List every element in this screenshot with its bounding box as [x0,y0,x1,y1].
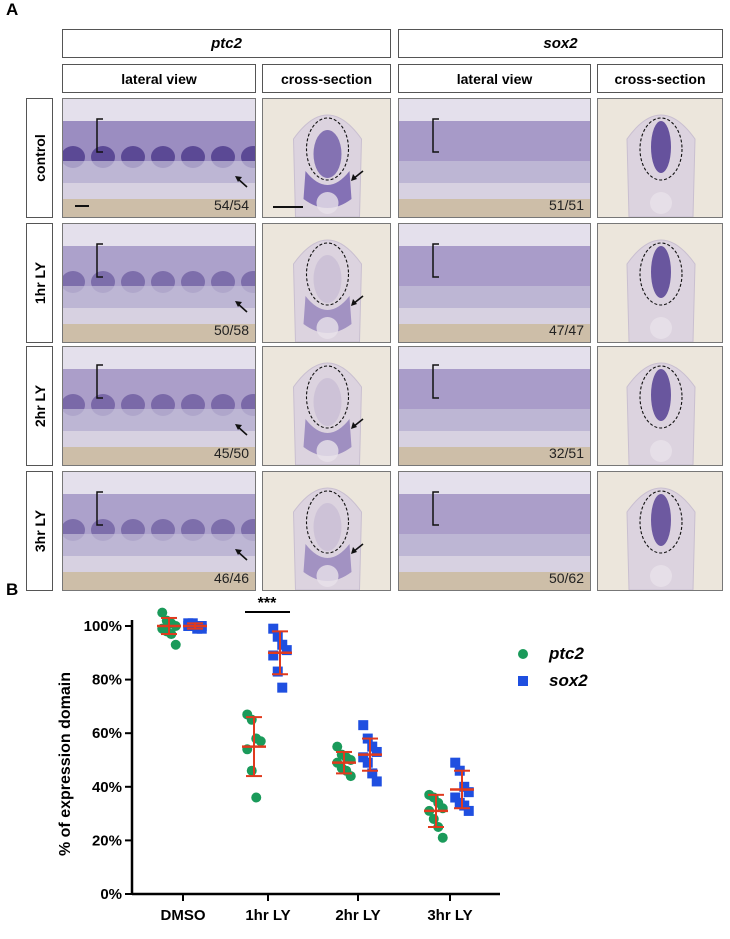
data-point-sox2 [362,757,373,768]
data-point-ptc2 [157,607,168,618]
row-label-3: 3hr LY [26,471,53,591]
data-point-ptc2 [251,792,262,803]
row-label-0: control [26,98,53,218]
data-point-sox2 [463,787,474,798]
view-header-sox2-lateral: lateral view [398,64,591,93]
micrograph-ptc2-lat-row0: 54/54 [62,98,256,218]
data-point-sox2 [450,757,461,768]
micrograph-sox2-lat-row2: 32/51 [398,346,591,466]
data-point-sox2 [371,746,382,757]
row-label-text: 3hr LY [31,509,48,553]
data-point-sox2 [358,752,369,763]
count-sox2-row3: 50/62 [548,570,584,586]
row-label-1: 1hr LY [26,223,53,343]
data-point-sox2 [367,768,378,779]
x-tick-label: 2hr LY [335,907,380,924]
data-point-sox2 [459,800,470,811]
data-point-sox2 [272,666,283,677]
micrograph-sox2-cross-row2 [597,346,723,466]
micrograph-ptc2-lat-row1: 50/58 [62,223,256,343]
micrograph-ptc2-cross-row1 [262,223,391,343]
y-tick-label: 40% [92,779,122,796]
micrograph-ptc2-cross-row3 [262,471,391,591]
view-header-ptc2-lateral: lateral view [62,64,256,93]
gene-header-ptc2: ptc2 [62,29,391,58]
data-point-sox2 [463,805,474,816]
data-point-ptc2 [246,765,257,776]
y-axis-label: % of expression domain [57,672,74,856]
count-ptc2-row0: 54/54 [213,197,249,213]
x-tick-label: 1hr LY [245,907,290,924]
micrograph-sox2-cross-row0 [597,98,723,218]
data-point-sox2 [281,645,292,656]
data-point-ptc2 [332,741,343,752]
legend-marker-ptc2 [518,649,528,659]
row-label-text: control [31,134,48,182]
data-point-sox2 [277,639,288,650]
x-tick-label: DMSO [161,907,206,924]
data-point-sox2 [371,776,382,787]
gene-header-sox2: sox2 [398,29,723,58]
data-point-sox2 [268,623,279,634]
significance-label: *** [258,595,277,612]
data-point-sox2 [459,781,470,792]
view-header-sox2-cross: cross-section [597,64,723,93]
legend-label-ptc2: ptc2 [548,644,585,663]
micrograph-ptc2-cross-row0 [262,98,391,218]
micrograph-sox2-cross-row1 [597,223,723,343]
data-point-sox2 [367,741,378,752]
data-point-sox2 [277,682,288,693]
count-ptc2-row3: 46/46 [213,570,249,586]
y-tick-label: 80% [92,672,122,689]
row-label-text: 1hr LY [31,261,48,305]
count-sox2-row0: 51/51 [548,197,584,213]
data-point-ptc2 [170,639,181,650]
micrograph-sox2-cross-row3 [597,471,723,591]
panel-a-letter: A [6,0,19,19]
data-point-ptc2 [255,736,266,747]
panel-b-letter: B [6,580,19,599]
legend-marker-sox2 [518,676,528,686]
micrograph-ptc2-lat-row3: 46/46 [62,471,256,591]
count-sox2-row1: 47/47 [548,322,584,338]
data-point-sox2 [450,792,461,803]
micrograph-ptc2-lat-row2: 45/50 [62,346,256,466]
micrograph-sox2-lat-row0: 51/51 [398,98,591,218]
count-sox2-row2: 32/51 [548,445,584,461]
data-point-sox2 [358,720,369,731]
count-ptc2-row2: 45/50 [213,445,249,461]
data-point-ptc2 [437,832,448,843]
x-tick-label: 3hr LY [427,907,472,924]
scatter-chart: 0% 20% 40% 60% 80% 100% DMSO 1hr LY 2hr LY 3hr LY… [57,595,588,924]
y-tick-label: 100% [84,618,122,635]
legend-label-sox2: sox2 [549,671,588,690]
y-tick-label: 20% [92,832,122,849]
data-point-sox2 [272,631,283,642]
micrograph-sox2-lat-row1: 47/47 [398,223,591,343]
y-tick-label: 0% [100,886,122,903]
y-tick-label: 60% [92,725,122,742]
data-point-sox2 [268,650,279,661]
micrograph-ptc2-cross-row2 [262,346,391,466]
count-ptc2-row1: 50/58 [213,322,249,338]
micrograph-sox2-lat-row3: 50/62 [398,471,591,591]
row-label-text: 2hr LY [31,384,48,428]
row-label-2: 2hr LY [26,346,53,466]
view-header-ptc2-cross: cross-section [262,64,391,93]
